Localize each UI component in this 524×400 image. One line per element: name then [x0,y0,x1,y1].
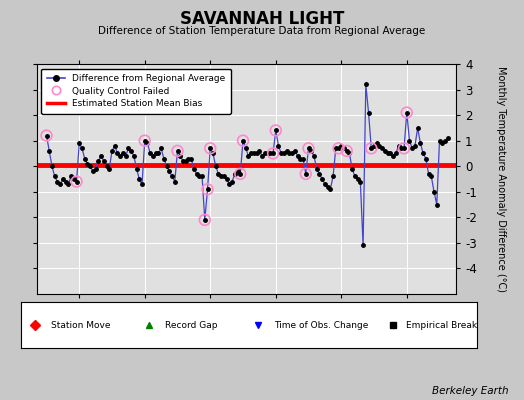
Point [269,150,277,157]
Text: Empirical Break: Empirical Break [406,320,477,330]
Point [343,148,351,154]
Text: Station Move: Station Move [51,320,110,330]
Point [402,109,411,116]
Legend: Difference from Regional Average, Quality Control Failed, Estimated Station Mean: Difference from Regional Average, Qualit… [41,68,231,114]
Text: Berkeley Earth: Berkeley Earth [432,386,508,396]
Point [400,145,408,152]
Point [206,145,214,152]
Point [304,145,313,152]
Point [173,148,182,154]
Point [236,171,245,177]
Point [271,127,280,134]
Point [302,171,310,177]
Y-axis label: Monthly Temperature Anomaly Difference (°C): Monthly Temperature Anomaly Difference (… [496,66,506,292]
Point [334,145,343,152]
Point [367,145,376,152]
Point [140,138,149,144]
Text: Record Gap: Record Gap [165,320,217,330]
Point [239,138,247,144]
Text: SAVANNAH LIGHT: SAVANNAH LIGHT [180,10,344,28]
Text: Difference of Station Temperature Data from Regional Average: Difference of Station Temperature Data f… [99,26,425,36]
Point [72,178,81,185]
Point [201,217,209,223]
Text: Time of Obs. Change: Time of Obs. Change [274,320,368,330]
Point [203,186,212,192]
Point [42,132,51,139]
